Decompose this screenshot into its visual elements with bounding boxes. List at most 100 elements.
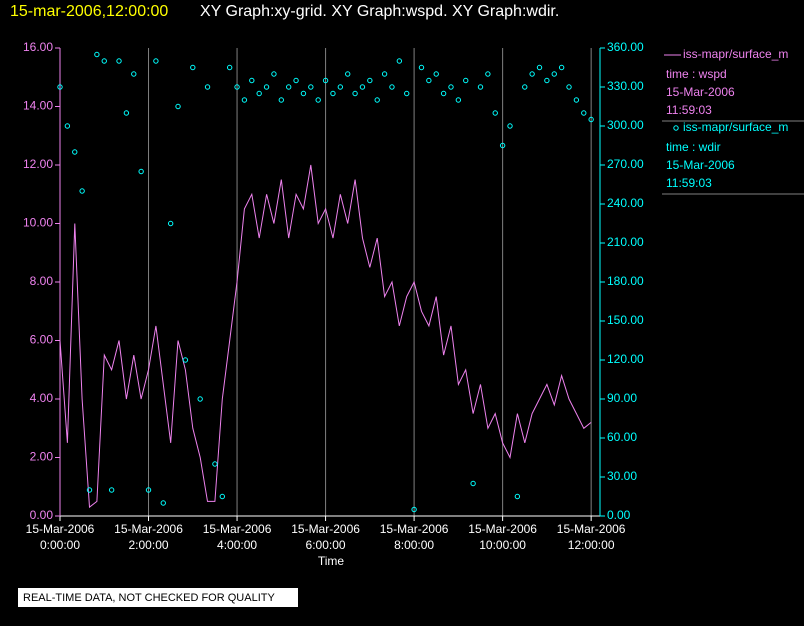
point [160,500,166,506]
point [285,84,292,90]
point [588,116,594,123]
y2-tick-label: 270.00 [607,157,644,171]
point [337,84,344,90]
x-tick-label-line: 15-Mar-2006 [557,522,626,536]
point [485,71,491,77]
point [182,357,189,363]
point [352,90,358,97]
y2-tick-label: 180.00 [607,274,644,288]
point [167,220,174,227]
point [492,110,498,116]
point [411,506,417,513]
point [433,71,439,77]
point [79,188,85,194]
point [190,64,196,71]
point [145,487,152,493]
point [536,64,543,71]
point [367,77,373,84]
y-tick-label: 0.00 [30,508,54,522]
point [72,149,78,155]
point [57,84,63,90]
point [499,142,506,149]
point [86,487,93,493]
x-tick-label-line: 4:00:00 [217,538,257,552]
x-tick-label-line: 15-Mar-2006 [380,522,449,536]
point [389,84,395,90]
y2-tick-label: 90.00 [607,391,637,405]
x-tick-label-line: 15-Mar-2006 [291,522,360,536]
y2-tick-label: 240.00 [607,196,644,210]
legend-name: iss-mapr/surface_m [683,120,788,134]
point [256,90,262,97]
point [108,487,115,493]
legend-text: 15-Mar-2006 [666,158,735,172]
point [529,71,535,77]
point [300,90,307,97]
legend-swatch [673,125,679,131]
x-tick-label: 15-Mar-2006 2:00:00 [114,522,183,552]
point [197,396,203,402]
point [544,77,550,84]
y-tick-label: 8.00 [30,274,54,288]
point [293,77,299,84]
point [153,58,159,64]
y2-tick-label: 330.00 [607,79,644,93]
point [426,77,432,84]
point [514,493,521,500]
point [381,71,388,77]
point [94,51,100,58]
point [448,84,454,90]
point [226,64,233,71]
point [581,110,587,116]
y2-tick-label: 60.00 [607,430,637,444]
y-tick-label: 10.00 [23,216,53,230]
point [101,58,107,64]
chart-title: XY Graph:xy-grid. XY Graph:wspd. XY Grap… [200,3,559,20]
point [440,90,447,97]
point [396,58,403,64]
x-tick-label: 15-Mar-2006 8:00:00 [380,522,449,552]
legend-text: time : wspd [666,67,727,81]
point [204,84,211,90]
point [241,97,248,103]
y2-tick-label: 360.00 [607,40,644,54]
legend-text: 11:59:03 [666,176,712,190]
point [573,97,580,103]
y-tick-label: 14.00 [23,99,53,113]
legend-text: time : wdir [666,140,721,154]
point [345,71,351,77]
y2-tick-label: 150.00 [607,313,644,327]
x-tick-label-line: 15-Mar-2006 [26,522,95,536]
point [558,64,565,71]
point [322,77,329,84]
x-tick-label-line: 15-Mar-2006 [203,522,272,536]
point [359,84,366,90]
x-tick-label: 15-Mar-2006 4:00:00 [203,522,272,552]
x-tick-label-line: 6:00:00 [306,538,346,552]
point [271,71,277,77]
footer: REAL-TIME DATA, NOT CHECKED FOR QUALITY [23,592,275,604]
x-tick-label: 15-Mar-2006 12:00:00 [557,522,626,552]
point [404,90,410,97]
y2-tick-label: 0.00 [607,508,631,522]
y-tick-label: 12.00 [23,157,53,171]
x-tick-label-line: 12:00:00 [568,538,615,552]
x-tick-label-line: 15-Mar-2006 [468,522,537,536]
legend-name: iss-mapr/surface_m [683,47,788,61]
y2-tick-label: 210.00 [607,235,644,249]
point [330,90,336,97]
point [263,84,270,90]
x-tick-label: 15-Mar-2006 10:00:00 [468,522,537,552]
point [219,493,225,500]
x-tick-label: 15-Mar-2006 0:00:00 [26,522,95,552]
point [551,71,557,77]
x-tick-label-line: 10:00:00 [479,538,526,552]
y2-tick-label: 120.00 [607,352,644,366]
point [249,77,255,84]
y2-tick-label: 300.00 [607,118,644,132]
x-tick-label-line: 0:00:00 [40,538,80,552]
point [175,103,181,110]
